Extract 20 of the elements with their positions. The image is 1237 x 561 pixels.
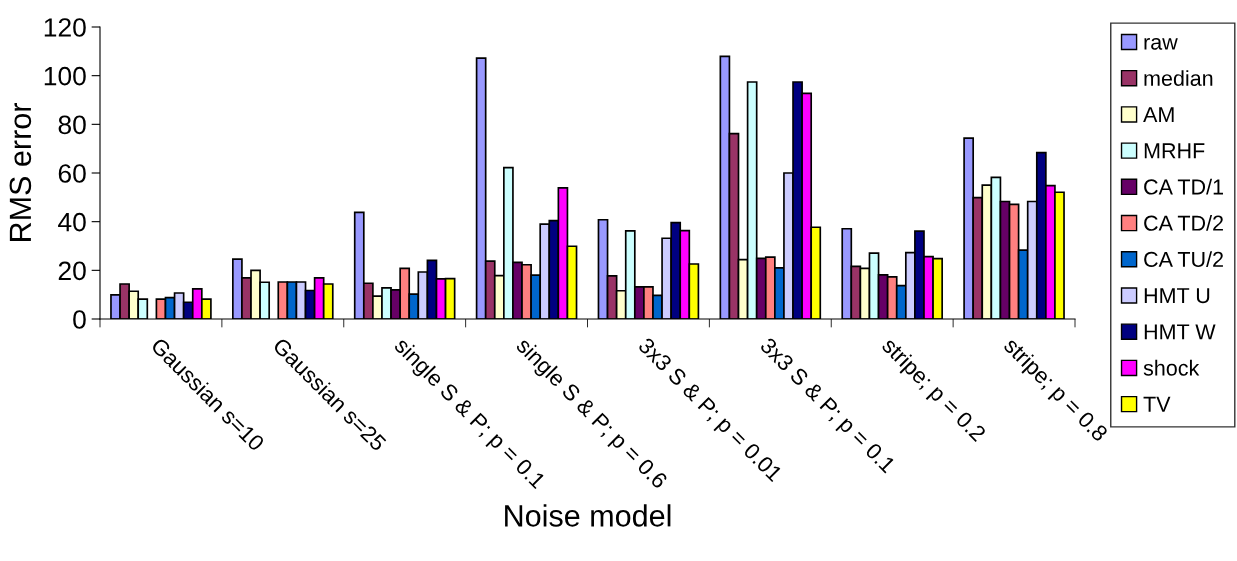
y-tick-label: 60 xyxy=(58,164,86,183)
y-tick-label: 100 xyxy=(44,66,86,86)
legend-label: CA TD/1 xyxy=(1144,178,1223,195)
legend-label: CA TU/2 xyxy=(1144,251,1223,268)
legend-label: median xyxy=(1144,70,1213,86)
y-axis-title: RMS error xyxy=(9,103,32,241)
legend-label: AM xyxy=(1143,107,1174,122)
legend-label: TV xyxy=(1143,396,1171,412)
y-tick-label: 120 xyxy=(44,18,86,37)
y-tick-label: 40 xyxy=(58,212,86,232)
legend-label: HMT U xyxy=(1144,288,1210,304)
legend-label: raw xyxy=(1144,37,1178,50)
y-tick-label: 0 xyxy=(73,310,86,329)
legend-label: HMT W xyxy=(1144,324,1216,340)
legend-label: CA TD/2 xyxy=(1144,215,1223,231)
x-axis-title: Noise model xyxy=(505,504,671,527)
y-tick-label: 20 xyxy=(58,261,86,281)
legend-label: shock xyxy=(1143,359,1200,376)
legend-label: MRHF xyxy=(1144,143,1205,159)
y-tick-label: 80 xyxy=(58,115,86,135)
